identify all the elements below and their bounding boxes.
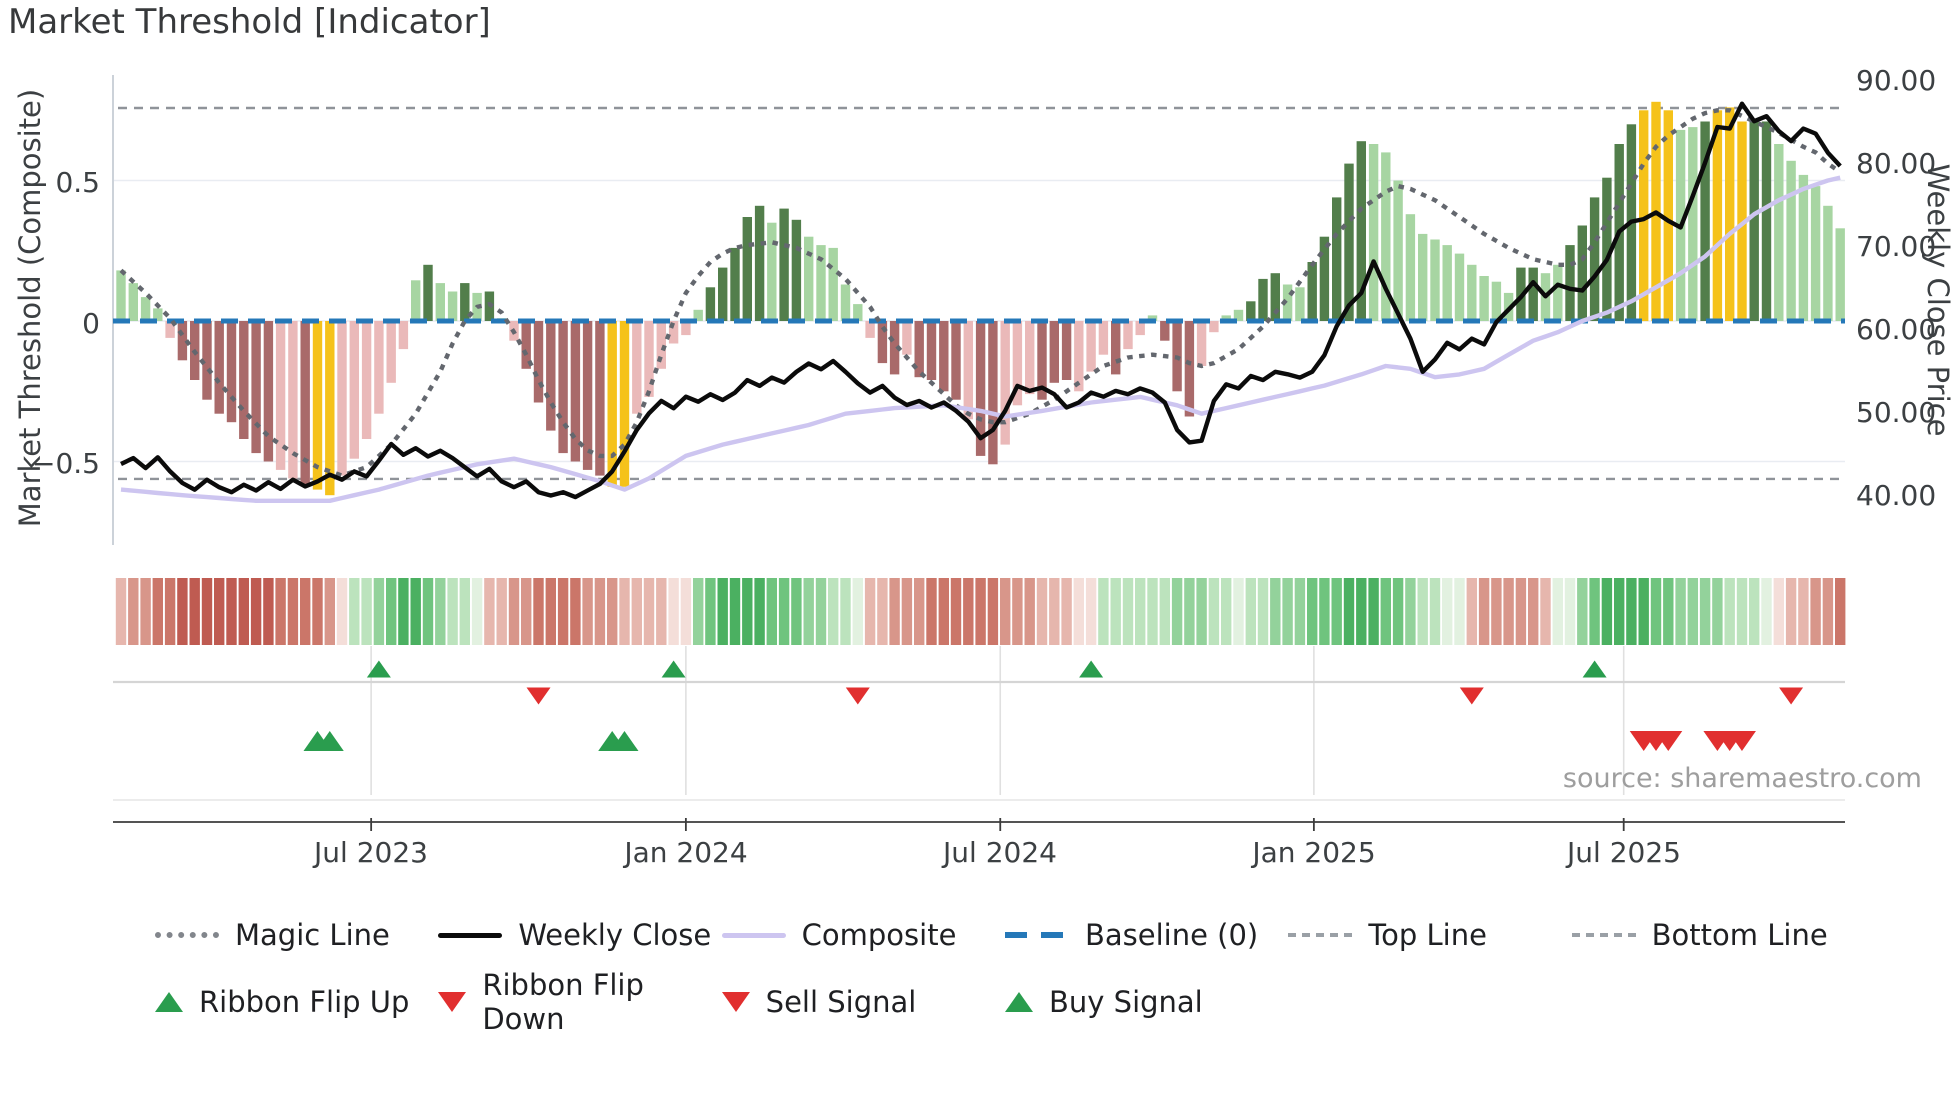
legend-item-ribbon-flip-down: Ribbon Flip Down (438, 968, 721, 1036)
bottom-line-swatch-icon (1571, 933, 1636, 937)
right-tick-70: 70.00 (1856, 230, 1937, 263)
left-tick-0_5: 0.5 (55, 166, 100, 199)
legend-item-ribbon-flip-up: Ribbon Flip Up (155, 968, 438, 1036)
composite-swatch-icon (721, 932, 786, 938)
legend-label: Buy Signal (1049, 985, 1203, 1019)
right-tick-90: 90.00 (1856, 64, 1937, 97)
baseline-swatch-icon (1005, 932, 1069, 938)
buy-signal-icon (1005, 992, 1033, 1012)
legend-item-top-line: Top Line (1288, 918, 1571, 952)
x-tick-jan-2025: Jan 2025 (1252, 836, 1376, 869)
legend-label: Ribbon Flip Down (482, 968, 644, 1036)
source-attribution: source: sharemaestro.com (1562, 763, 1922, 794)
legend-item-weekly-close: Weekly Close (438, 918, 721, 952)
left-tick-0: 0 (82, 307, 100, 340)
legend-label: Ribbon Flip Up (199, 985, 410, 1019)
legend-item-bottom-line: Bottom Line (1571, 918, 1855, 952)
legend-item-composite: Composite (721, 918, 1005, 952)
right-tick-80: 80.00 (1856, 147, 1937, 180)
indicator-chart-canvas (112, 75, 1846, 831)
legend-label: Weekly Close (518, 918, 712, 952)
right-tick-40: 40.00 (1856, 479, 1937, 512)
x-tick-jul-2024: Jul 2024 (943, 836, 1057, 869)
top-line-swatch-icon (1288, 933, 1353, 937)
legend-label: Magic Line (235, 918, 390, 952)
magic-line-swatch-icon (155, 932, 219, 938)
x-tick-jan-2024: Jan 2024 (624, 836, 748, 869)
legend-label: Top Line (1368, 918, 1487, 952)
legend-item-buy-signal: Buy Signal (1005, 968, 1288, 1036)
x-tick-jul-2023: Jul 2023 (314, 836, 428, 869)
x-tick-jul-2025: Jul 2025 (1567, 836, 1681, 869)
legend-label: Sell Signal (765, 985, 917, 1019)
sell-signal-icon (721, 992, 750, 1012)
legend-label: Baseline (0) (1085, 918, 1259, 952)
chart-legend: Magic Line Weekly Close Composite Baseli… (155, 918, 1855, 1036)
right-tick-60: 60.00 (1856, 313, 1937, 346)
triangle-up-icon (155, 992, 183, 1012)
legend-label: Composite (801, 918, 957, 952)
legend-item-baseline: Baseline (0) (1005, 918, 1288, 952)
triangle-down-icon (438, 992, 467, 1012)
legend-item-sell-signal: Sell Signal (721, 968, 1005, 1036)
page-title: Market Threshold [Indicator] (8, 2, 491, 42)
weekly-close-swatch-icon (438, 932, 503, 938)
legend-label: Bottom Line (1651, 918, 1828, 952)
right-tick-50: 50.00 (1856, 396, 1937, 429)
left-tick-neg0_5: −0.5 (32, 447, 100, 480)
legend-item-magic-line: Magic Line (155, 918, 438, 952)
